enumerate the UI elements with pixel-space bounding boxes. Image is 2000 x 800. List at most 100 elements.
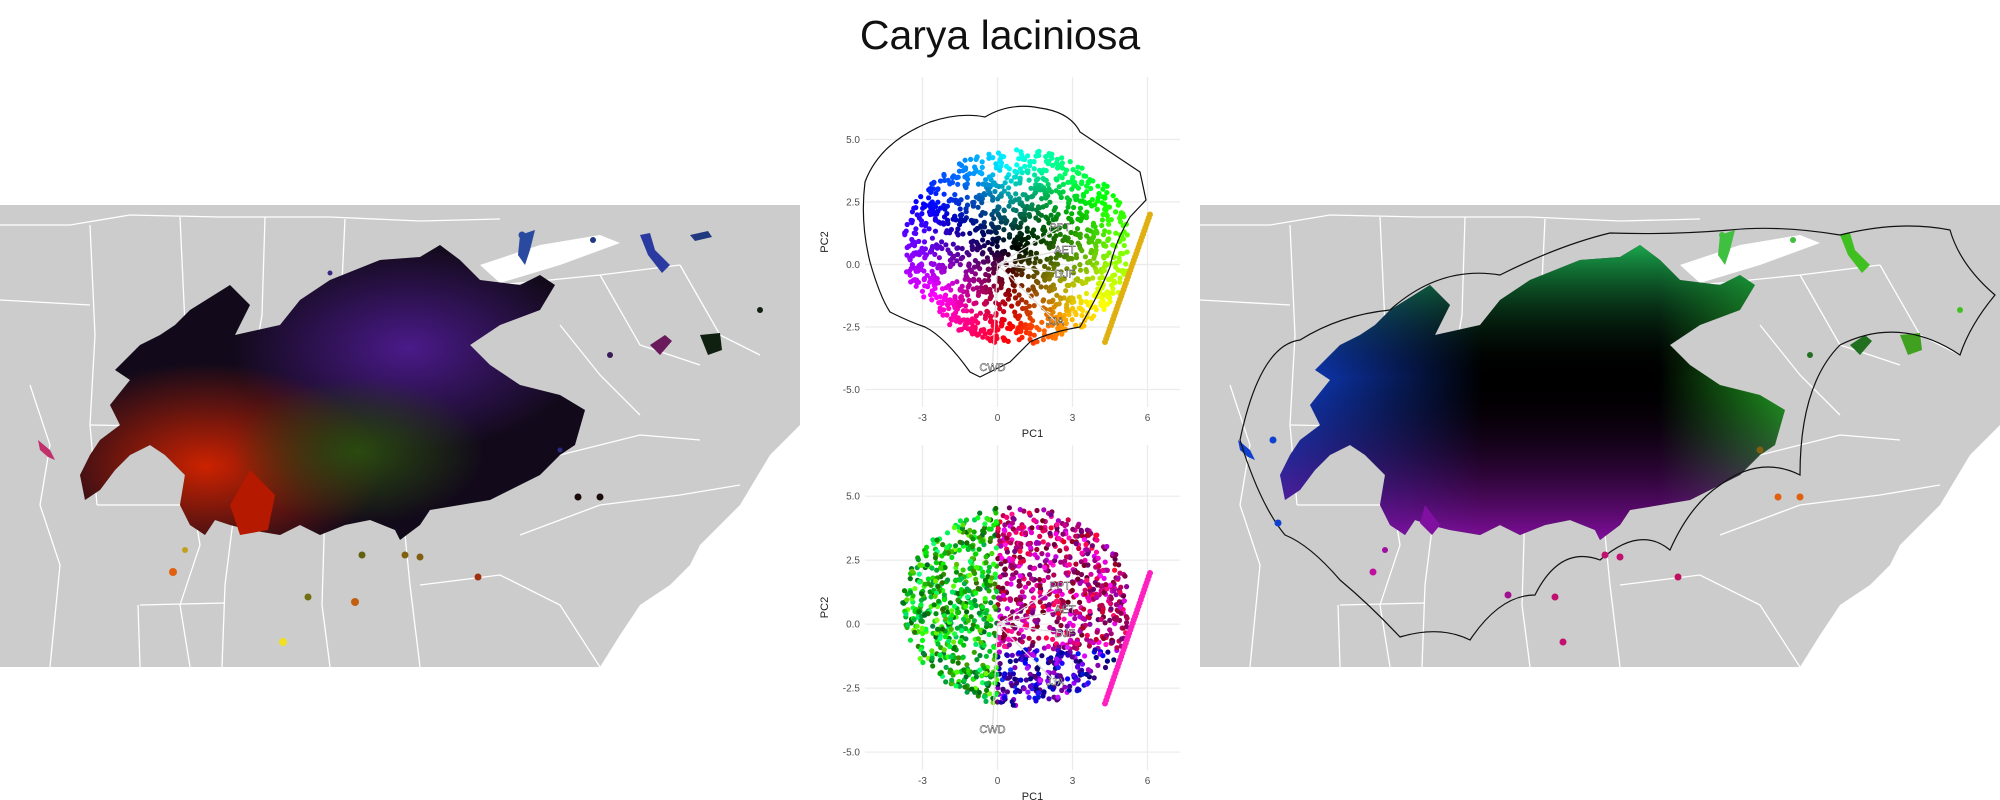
data-point — [1027, 683, 1033, 689]
data-point — [1096, 190, 1102, 197]
data-point — [955, 251, 961, 258]
data-point — [1107, 617, 1113, 623]
data-point — [972, 551, 978, 557]
data-point — [1079, 533, 1085, 539]
data-point — [1115, 202, 1121, 208]
data-point — [1056, 588, 1062, 594]
data-point — [984, 681, 990, 687]
data-point — [1045, 643, 1051, 650]
data-point — [1043, 635, 1049, 641]
axes: -3 0 3 6 -5.0 -2.5 0.0 2.5 5.0 PC1 PC2 — [819, 492, 1151, 800]
data-point — [1030, 284, 1036, 290]
data-point — [963, 184, 969, 191]
data-point — [1091, 255, 1097, 261]
data-point — [1062, 684, 1068, 690]
data-point — [933, 578, 939, 584]
data-point — [1072, 309, 1078, 315]
data-point — [1093, 549, 1100, 555]
data-point — [1071, 640, 1077, 646]
data-point — [1073, 183, 1079, 189]
data-point — [905, 622, 911, 628]
data-point — [1072, 615, 1078, 622]
data-point — [1034, 507, 1040, 514]
data-point — [1043, 192, 1049, 198]
data-point — [1041, 297, 1047, 303]
data-point — [1010, 267, 1016, 273]
data-point — [992, 322, 998, 328]
data-point — [903, 228, 909, 234]
data-point — [1104, 212, 1110, 218]
data-point — [1013, 174, 1019, 180]
data-point — [939, 626, 946, 632]
y-tick-label: 5.0 — [846, 135, 860, 146]
data-point — [1031, 227, 1037, 233]
data-point — [954, 625, 960, 631]
data-point — [1032, 565, 1038, 571]
data-point — [1025, 551, 1031, 557]
data-point — [1024, 225, 1030, 231]
data-point — [1073, 592, 1079, 598]
data-point — [1054, 593, 1060, 599]
data-point — [1006, 203, 1012, 209]
data-point — [963, 165, 969, 171]
data-point — [1044, 240, 1050, 246]
data-point — [1068, 608, 1074, 614]
data-point — [956, 655, 962, 661]
loading-arrow — [997, 264, 1056, 322]
data-point — [937, 178, 944, 184]
data-point — [1067, 631, 1073, 637]
loading-arrow — [997, 226, 1061, 266]
data-point — [1103, 301, 1109, 307]
data-point — [927, 279, 933, 285]
data-point — [954, 669, 960, 675]
data-point — [1061, 276, 1067, 282]
data-point — [974, 624, 980, 630]
plot-points — [900, 505, 1153, 708]
loading-label: AET — [1054, 604, 1076, 616]
data-point — [993, 665, 999, 671]
data-point — [1029, 202, 1035, 208]
data-point — [960, 522, 966, 528]
data-point — [1091, 234, 1097, 240]
data-point — [932, 217, 938, 223]
data-point — [1073, 561, 1079, 567]
data-point — [1057, 173, 1063, 179]
data-point — [945, 247, 951, 253]
y-tick-label: -5.0 — [843, 385, 861, 396]
data-point — [986, 631, 992, 638]
data-point — [986, 182, 992, 188]
data-point — [1050, 686, 1056, 692]
data-point — [1025, 287, 1032, 293]
data-point — [1071, 282, 1077, 288]
data-point — [939, 239, 945, 245]
data-point — [1034, 546, 1040, 553]
data-point — [1053, 176, 1059, 182]
data-point — [1020, 558, 1026, 564]
data-point — [1104, 586, 1110, 592]
data-point — [1025, 170, 1031, 176]
data-point — [1053, 599, 1059, 605]
data-point — [1048, 212, 1054, 218]
data-point — [1098, 299, 1104, 305]
data-point — [975, 585, 981, 592]
data-point — [953, 543, 959, 549]
x-axis-label: PC1 — [1022, 428, 1043, 437]
data-point — [979, 673, 985, 679]
data-point — [928, 292, 934, 298]
data-point — [1022, 192, 1028, 198]
data-point — [1035, 690, 1042, 696]
data-point — [1004, 175, 1010, 181]
data-point — [1083, 267, 1089, 273]
data-point — [963, 636, 969, 642]
data-point — [1077, 231, 1083, 237]
data-point — [979, 164, 985, 170]
data-point — [935, 641, 941, 647]
data-point — [981, 542, 987, 548]
data-point — [991, 283, 997, 289]
data-point — [927, 249, 933, 255]
data-point — [930, 663, 936, 669]
data-point — [958, 162, 965, 168]
data-point — [924, 562, 930, 568]
data-point — [977, 310, 983, 316]
data-point — [968, 614, 974, 620]
